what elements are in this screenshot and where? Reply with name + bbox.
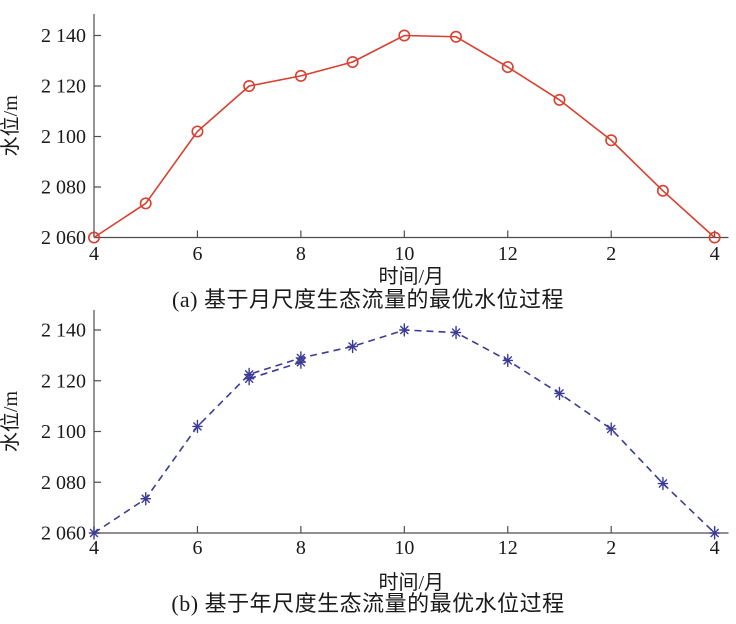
x-tick-label: 6 (192, 537, 202, 559)
x-tick-label: 2 (606, 243, 616, 265)
series-line (93, 329, 716, 534)
y-axis-label: 水位/m (0, 95, 22, 157)
y-tick-label: 2 080 (41, 177, 86, 199)
marker-asterisk (192, 419, 203, 434)
marker-asterisk (554, 386, 565, 401)
marker-asterisk (657, 476, 669, 491)
marker-asterisk (399, 323, 410, 337)
y-tick-label: 2 120 (41, 76, 86, 98)
marker-circle (656, 184, 669, 197)
y-tick-label: 2 080 (41, 472, 86, 494)
marker-asterisk (88, 526, 100, 540)
x-axis-label: 时间/月 (378, 265, 444, 286)
x-tick-label: 4 (89, 537, 99, 559)
x-tick-label: 4 (710, 243, 720, 265)
x-tick-label: 6 (192, 243, 202, 265)
marker-circle (243, 80, 256, 93)
marker-circle (88, 231, 101, 244)
marker-asterisk (140, 492, 152, 506)
marker-circle (708, 231, 721, 244)
x-tick-label: 4 (710, 537, 720, 559)
y-tick-label: 2 060 (41, 523, 86, 545)
marker-circle (605, 134, 618, 147)
y-tick-label: 2 100 (41, 126, 86, 148)
marker-circle (294, 69, 307, 82)
y-tick-label: 2 120 (41, 370, 86, 392)
marker-asterisk (450, 325, 462, 340)
marker-circle (346, 56, 359, 69)
chart-b-plot: 2 060 2 080 2 100 2 120 2 140 4 6 8 10 12 2 4 时间/月 水位… (0, 310, 729, 594)
series-line (93, 34, 716, 239)
x-tick-label: 12 (498, 537, 518, 559)
y-tick-label: 2 100 (41, 421, 86, 443)
marker-asterisk (243, 367, 255, 382)
x-tick-label: 10 (394, 537, 414, 559)
x-tick-label: 8 (296, 243, 306, 265)
y-tick-label: 2 140 (41, 320, 86, 342)
x-tick-label: 12 (498, 243, 518, 265)
marker-circle (398, 29, 411, 42)
marker-circle (139, 197, 152, 210)
overlap-series-line (248, 361, 302, 380)
marker-asterisk (347, 339, 358, 354)
y-axis-label: 水位/m (0, 391, 22, 453)
x-tick-label: 2 (606, 537, 616, 559)
chart-a-plot: 2 060 2 080 2 100 2 120 2 140 4 6 8 10 12 2 4 时间/月 水位… (0, 14, 729, 286)
marker-circle (191, 125, 204, 138)
marker-asterisk (709, 526, 720, 540)
x-tick-label: 10 (394, 243, 414, 265)
marker-circle (450, 30, 463, 43)
marker-asterisk (605, 422, 617, 436)
chart-a-caption: (a) 基于月尺度生态流量的最优水位过程 (172, 287, 564, 312)
marker-circle (501, 61, 514, 74)
x-tick-label: 8 (296, 537, 306, 559)
chart-b-caption: (b) 基于年尺度生态流量的最优水位过程 (171, 591, 565, 616)
marker-circle (553, 93, 566, 106)
y-tick-label: 2 140 (41, 25, 86, 47)
x-axis-label: 时间/月 (378, 571, 444, 594)
y-tick-label: 2 060 (41, 227, 86, 249)
marker-asterisk (295, 351, 307, 365)
marker-asterisk (502, 353, 514, 368)
x-tick-label: 4 (89, 243, 99, 265)
